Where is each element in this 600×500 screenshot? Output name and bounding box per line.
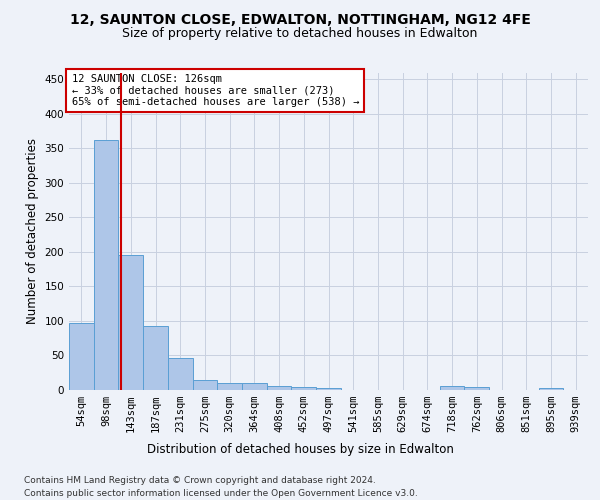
Text: Contains public sector information licensed under the Open Government Licence v3: Contains public sector information licen… [24,489,418,498]
Text: Distribution of detached houses by size in Edwalton: Distribution of detached houses by size … [146,442,454,456]
Bar [118,256,143,390]
Text: 12, SAUNTON CLOSE, EDWALTON, NOTTINGHAM, NG12 4FE: 12, SAUNTON CLOSE, EDWALTON, NOTTINGHAM,… [70,12,530,26]
Bar [193,380,217,390]
Text: 12 SAUNTON CLOSE: 126sqm
← 33% of detached houses are smaller (273)
65% of semi-: 12 SAUNTON CLOSE: 126sqm ← 33% of detach… [71,74,359,108]
Y-axis label: Number of detached properties: Number of detached properties [26,138,39,324]
Bar [440,386,464,390]
Bar [464,386,489,390]
Bar [316,388,341,390]
Bar [94,140,118,390]
Bar [168,358,193,390]
Bar [69,323,94,390]
Bar [143,326,168,390]
Text: Contains HM Land Registry data © Crown copyright and database right 2024.: Contains HM Land Registry data © Crown c… [24,476,376,485]
Bar [217,383,242,390]
Bar [267,386,292,390]
Bar [539,388,563,390]
Bar [242,383,267,390]
Bar [292,386,316,390]
Text: Size of property relative to detached houses in Edwalton: Size of property relative to detached ho… [122,28,478,40]
